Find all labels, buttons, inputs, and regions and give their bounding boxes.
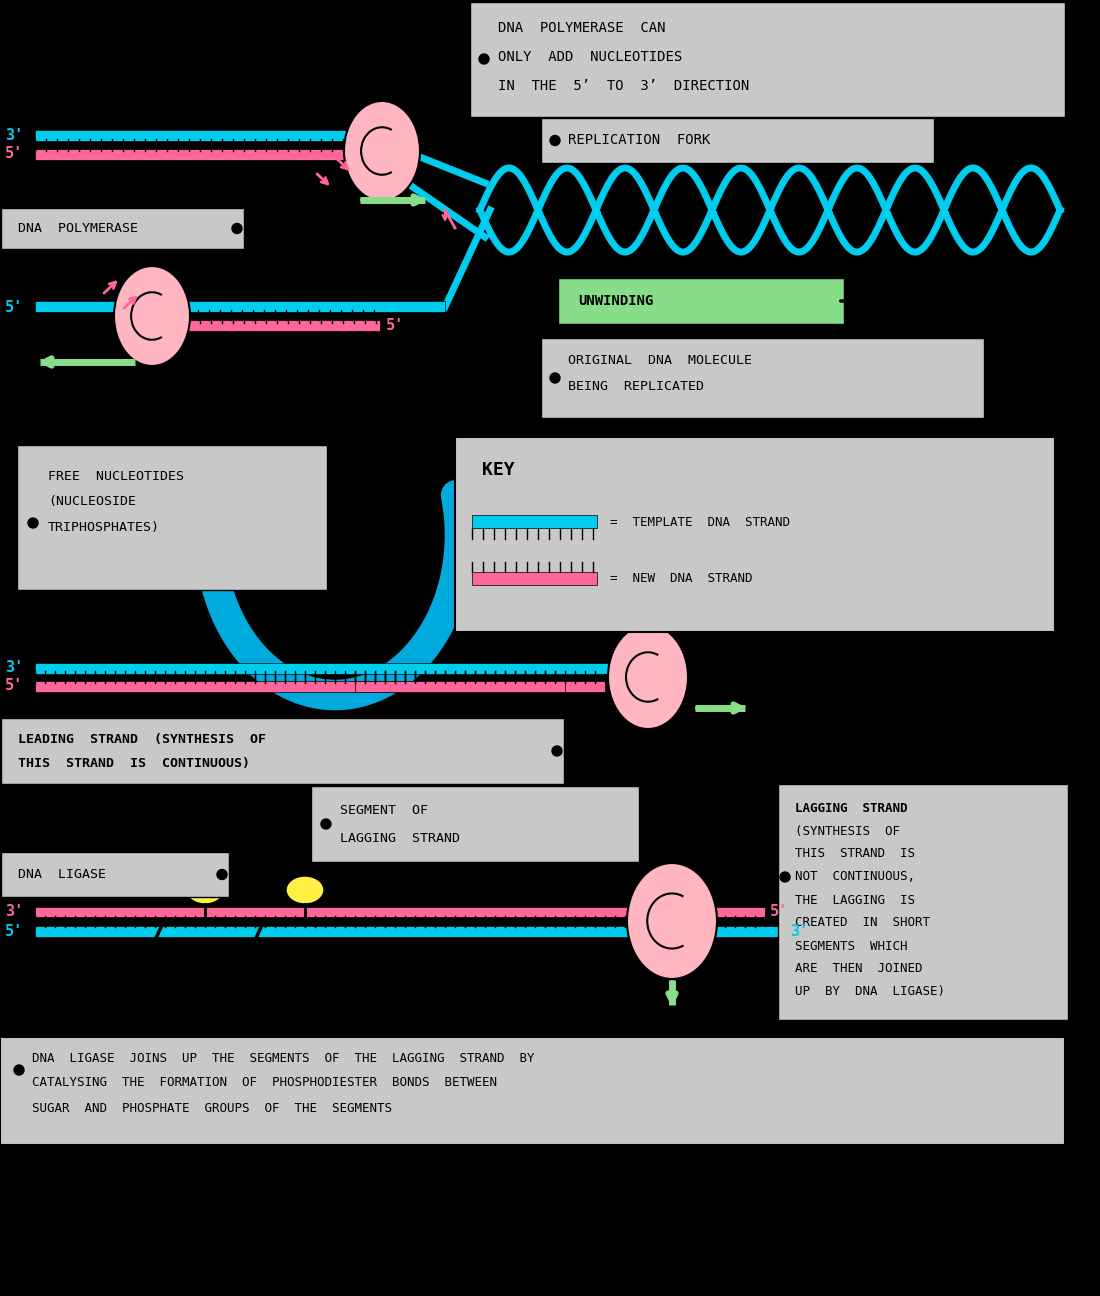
- Text: BEING  REPLICATED: BEING REPLICATED: [568, 380, 704, 393]
- FancyBboxPatch shape: [355, 680, 565, 692]
- Text: IN  THE  5’  TO  3’  DIRECTION: IN THE 5’ TO 3’ DIRECTION: [498, 79, 749, 93]
- FancyBboxPatch shape: [455, 437, 1055, 632]
- Text: 3': 3': [6, 905, 23, 919]
- Text: ONLY  ADD  NUCLEOTIDES: ONLY ADD NUCLEOTIDES: [498, 51, 682, 64]
- Circle shape: [232, 223, 242, 233]
- Text: 5': 5': [770, 905, 789, 919]
- FancyBboxPatch shape: [541, 118, 934, 163]
- Text: THIS  STRAND  IS  CONTINUOUS): THIS STRAND IS CONTINUOUS): [18, 757, 250, 770]
- FancyBboxPatch shape: [470, 3, 1065, 117]
- Circle shape: [28, 518, 38, 527]
- FancyBboxPatch shape: [35, 302, 446, 312]
- Circle shape: [217, 870, 227, 880]
- Text: NOT  CONTINUOUS,: NOT CONTINUOUS,: [795, 871, 915, 884]
- Circle shape: [550, 136, 560, 145]
- Text: =  TEMPLATE  DNA  STRAND: = TEMPLATE DNA STRAND: [610, 516, 790, 529]
- FancyBboxPatch shape: [472, 516, 597, 529]
- Circle shape: [14, 1065, 24, 1074]
- Ellipse shape: [286, 876, 324, 905]
- Text: 5': 5': [6, 146, 23, 162]
- Text: CREATED  IN  SHORT: CREATED IN SHORT: [795, 916, 930, 929]
- Text: ORIGINAL  DNA  MOLECULE: ORIGINAL DNA MOLECULE: [568, 354, 752, 367]
- Text: DNA  POLYMERASE  CAN: DNA POLYMERASE CAN: [498, 21, 666, 35]
- Text: 3': 3': [790, 924, 808, 938]
- FancyBboxPatch shape: [35, 925, 785, 937]
- FancyBboxPatch shape: [1, 718, 564, 784]
- FancyBboxPatch shape: [1, 207, 244, 249]
- Text: 3': 3': [6, 127, 23, 143]
- Text: CATALYSING  THE  FORMATION  OF  PHOSPHODIESTER  BONDS  BETWEEN: CATALYSING THE FORMATION OF PHOSPHODIEST…: [32, 1077, 497, 1090]
- Text: SUGAR  AND  PHOSPHATE  GROUPS  OF  THE  SEGMENTS: SUGAR AND PHOSPHATE GROUPS OF THE SEGMEN…: [32, 1102, 392, 1115]
- Text: =  NEW  DNA  STRAND: = NEW DNA STRAND: [610, 572, 752, 584]
- Text: DNA  POLYMERASE: DNA POLYMERASE: [18, 222, 138, 235]
- Text: DNA  LIGASE: DNA LIGASE: [18, 868, 106, 881]
- FancyBboxPatch shape: [165, 320, 380, 330]
- Text: SEGMENTS  WHICH: SEGMENTS WHICH: [795, 940, 907, 953]
- Text: THE  LAGGING  IS: THE LAGGING IS: [795, 893, 915, 906]
- Circle shape: [780, 872, 790, 883]
- Ellipse shape: [114, 266, 190, 365]
- Ellipse shape: [186, 876, 224, 905]
- Text: FREE  NUCLEOTIDES: FREE NUCLEOTIDES: [48, 469, 184, 482]
- FancyBboxPatch shape: [778, 784, 1068, 1020]
- Text: REPLICATION  FORK: REPLICATION FORK: [568, 133, 711, 148]
- Circle shape: [550, 373, 560, 384]
- FancyBboxPatch shape: [1, 851, 229, 897]
- FancyBboxPatch shape: [0, 1037, 1065, 1144]
- Text: LAGGING  STRAND: LAGGING STRAND: [795, 801, 907, 814]
- FancyBboxPatch shape: [35, 680, 605, 692]
- FancyBboxPatch shape: [541, 338, 984, 419]
- Circle shape: [552, 746, 562, 756]
- Text: (SYNTHESIS  OF: (SYNTHESIS OF: [795, 824, 900, 837]
- Text: LAGGING  STRAND: LAGGING STRAND: [340, 832, 460, 845]
- Text: ARE  THEN  JOINED: ARE THEN JOINED: [795, 963, 923, 976]
- Text: (NUCLEOSIDE: (NUCLEOSIDE: [48, 495, 136, 508]
- Text: 3': 3': [6, 661, 23, 675]
- Text: UNWINDING: UNWINDING: [578, 294, 653, 308]
- FancyBboxPatch shape: [311, 785, 639, 862]
- Text: 5': 5': [6, 299, 23, 315]
- Text: DNA  LIGASE  JOINS  UP  THE  SEGMENTS  OF  THE  LAGGING  STRAND  BY: DNA LIGASE JOINS UP THE SEGMENTS OF THE …: [32, 1051, 535, 1064]
- Text: 5': 5': [386, 318, 405, 333]
- FancyBboxPatch shape: [558, 279, 844, 324]
- Text: TRIPHOSPHATES): TRIPHOSPHATES): [48, 521, 160, 534]
- Circle shape: [321, 819, 331, 829]
- Text: LEADING  STRAND  (SYNTHESIS  OF: LEADING STRAND (SYNTHESIS OF: [18, 732, 266, 745]
- FancyBboxPatch shape: [472, 572, 597, 584]
- FancyBboxPatch shape: [35, 149, 350, 159]
- Ellipse shape: [627, 863, 717, 978]
- Text: UP  BY  DNA  LIGASE): UP BY DNA LIGASE): [795, 985, 945, 998]
- Ellipse shape: [344, 101, 420, 201]
- Text: 5': 5': [6, 924, 23, 938]
- FancyBboxPatch shape: [35, 130, 365, 140]
- FancyBboxPatch shape: [35, 906, 764, 918]
- Text: THIS  STRAND  IS: THIS STRAND IS: [795, 848, 915, 861]
- Text: KEY: KEY: [482, 461, 515, 480]
- Text: SEGMENT  OF: SEGMENT OF: [340, 804, 428, 816]
- Circle shape: [478, 54, 490, 64]
- FancyBboxPatch shape: [16, 445, 327, 590]
- Text: 5': 5': [6, 679, 23, 693]
- Ellipse shape: [608, 625, 688, 728]
- FancyBboxPatch shape: [35, 662, 625, 674]
